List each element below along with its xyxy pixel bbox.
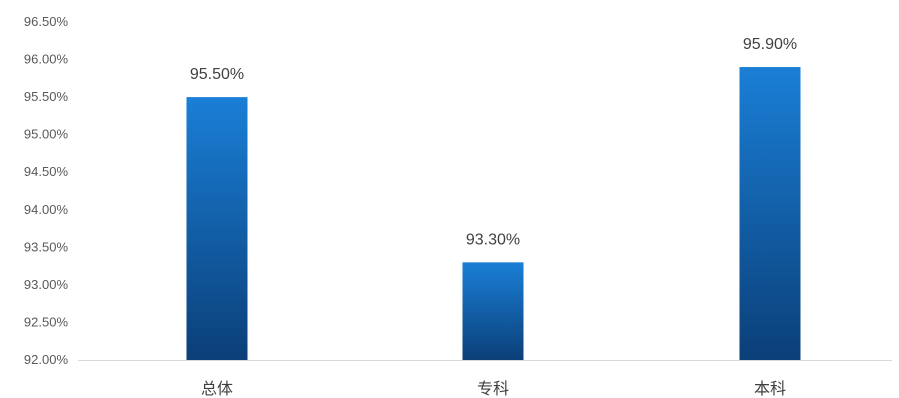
y-tick-label: 93.50%	[24, 239, 69, 254]
bar-2	[462, 262, 524, 360]
y-tick-label: 92.00%	[24, 352, 69, 367]
y-tick-label: 95.00%	[24, 127, 69, 142]
y-tick-label: 93.00%	[24, 277, 69, 292]
x-tick-label: 专科	[477, 379, 509, 398]
x-tick-label: 本科	[754, 379, 786, 398]
bar-3	[739, 67, 801, 361]
data-labels: 95.50% 93.30% 95.90%	[190, 36, 797, 248]
y-tick-label: 92.50%	[24, 314, 69, 329]
y-tick-label: 96.50%	[24, 14, 69, 29]
x-axis-tick-labels: 总体 专科 本科	[201, 379, 786, 398]
y-tick-label: 94.50%	[24, 164, 69, 179]
data-label: 95.90%	[743, 36, 797, 53]
data-label: 93.30%	[466, 231, 520, 248]
y-tick-label: 96.00%	[24, 52, 69, 67]
bar-1	[186, 97, 248, 360]
x-tick-label: 总体	[201, 379, 233, 398]
y-tick-label: 94.00%	[24, 202, 69, 217]
y-tick-label: 95.50%	[24, 89, 69, 104]
bar-series	[186, 67, 801, 361]
y-axis-tick-labels: 92.00% 92.50% 93.00% 93.50% 94.00% 94.50% 95.0…	[24, 14, 69, 367]
data-label: 95.50%	[190, 66, 244, 83]
